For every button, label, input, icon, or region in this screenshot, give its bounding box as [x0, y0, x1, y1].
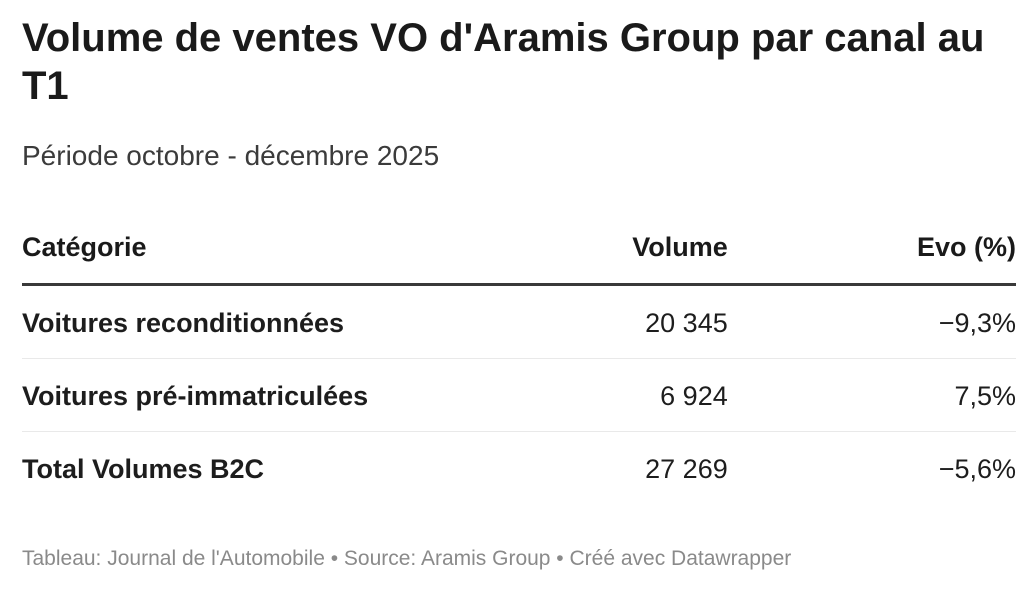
- table-card: Volume de ventes VO d'Aramis Group par c…: [22, 16, 1016, 570]
- cell-category: Voitures pré-immatriculées: [22, 358, 559, 432]
- cell-volume: 6 924: [558, 358, 728, 432]
- table-header-row: Catégorie Volume Evo (%): [22, 228, 1016, 286]
- cell-evo: −9,3%: [727, 284, 1016, 359]
- table-row: Total Volumes B2C 27 269 −5,6%: [22, 432, 1016, 505]
- table-row: Voitures pré-immatriculées 6 924 7,5%: [22, 358, 1016, 432]
- column-header-evo: Evo (%): [727, 228, 1016, 286]
- cell-evo: 7,5%: [727, 358, 1016, 432]
- cell-category: Total Volumes B2C: [22, 454, 265, 484]
- cell-volume: 20 345: [558, 284, 728, 359]
- column-header-volume: Volume: [558, 228, 728, 286]
- page-title: Volume de ventes VO d'Aramis Group par c…: [22, 16, 985, 108]
- data-table: Catégorie Volume Evo (%) Voitures recond…: [22, 228, 1016, 504]
- column-header-category: Catégorie: [22, 228, 559, 286]
- table-row: Voitures reconditionnées 20 345 −9,3%: [22, 284, 1016, 359]
- cell-evo: −5,6%: [938, 454, 1016, 484]
- page-subtitle: Période octobre - décembre 2025: [22, 140, 440, 171]
- cell-volume: 27 269: [645, 454, 728, 484]
- attribution-footer: Tableau: Journal de l'Automobile • Sourc…: [22, 547, 792, 570]
- cell-category: Voitures reconditionnées: [22, 284, 559, 359]
